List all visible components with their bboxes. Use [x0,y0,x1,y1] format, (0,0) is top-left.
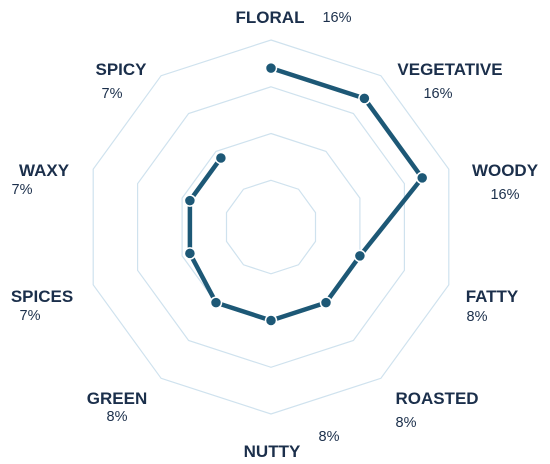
value-label-spices: 7% [20,308,41,324]
data-point-vegetative [358,92,371,105]
grid-ring-4 [92,39,450,415]
category-label-spicy: SPICY [95,60,147,79]
category-label-green: GREEN [87,389,147,408]
category-label-fatty: FATTY [466,287,519,306]
category-label-vegetative: VEGETATIVE [397,60,502,79]
data-point-fatty [353,249,367,263]
data-point-spicy [214,151,228,165]
grid-ring-3 [137,86,405,368]
category-label-spices: SPICES [11,287,73,306]
category-label-floral: FLORAL [236,8,305,27]
value-label-fatty: 8% [467,309,488,325]
category-label-roasted: ROASTED [395,389,478,408]
value-label-woody: 16% [490,187,519,203]
grid-ring-1 [225,179,317,275]
value-label-floral: 16% [322,10,351,26]
series-line [187,65,425,323]
data-point-waxy [183,194,197,207]
value-label-vegetative: 16% [423,86,452,102]
category-label-nutty: NUTTY [244,442,301,461]
value-label-waxy: 7% [12,182,33,198]
data-point-woody [415,171,429,185]
data-point-floral [264,61,278,75]
value-label-roasted: 8% [396,415,417,431]
category-label-woody: WOODY [472,161,539,180]
data-point-nutty [264,314,278,327]
data-points [183,61,429,327]
value-label-nutty: 8% [319,429,340,445]
data-point-roasted [319,296,333,309]
value-label-spicy: 7% [102,86,123,102]
data-point-green [209,296,223,309]
radar-grid [92,39,450,415]
data-point-spices [183,247,197,260]
value-label-green: 8% [107,409,128,425]
category-label-waxy: WAXY [19,161,70,180]
